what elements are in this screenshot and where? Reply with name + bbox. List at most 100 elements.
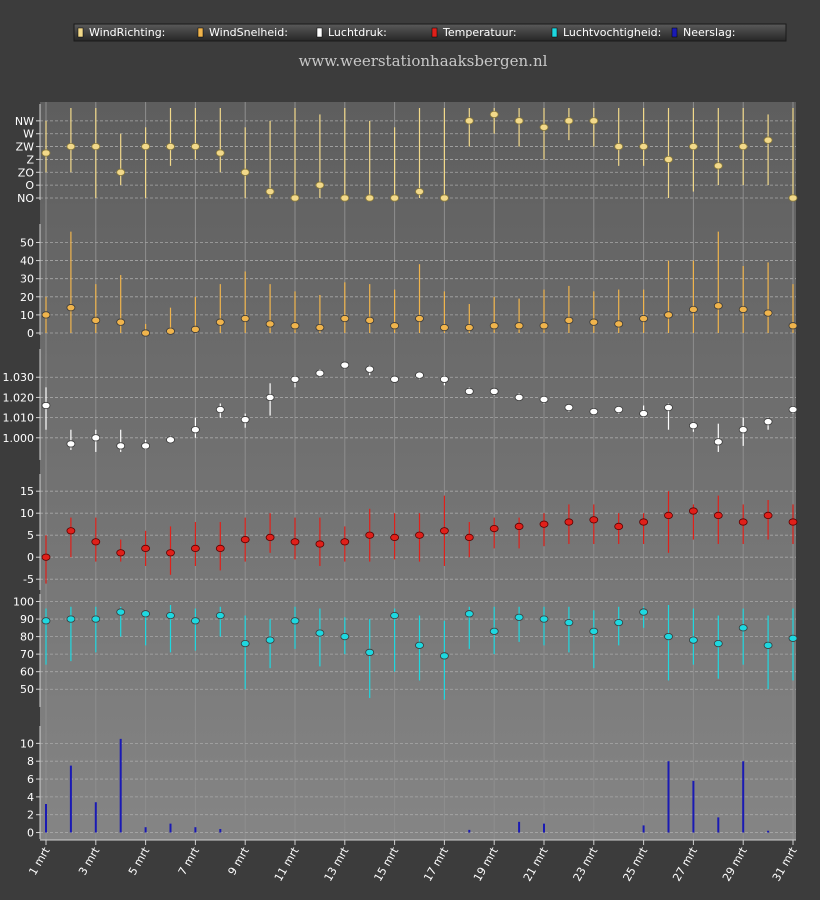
- temperatuur-point: [489, 524, 499, 533]
- luchtvochtigheid-point: [340, 632, 350, 641]
- luchtvochtigheid-point: [91, 615, 101, 623]
- windsnelheid-point: [464, 323, 474, 332]
- windsnelheid-point: [788, 322, 798, 330]
- plot-area: [40, 102, 796, 840]
- temperatuur-point: [763, 511, 773, 520]
- y-tick-label: 100: [13, 596, 34, 609]
- temperatuur-point: [614, 522, 624, 531]
- y-tick-label: 0: [27, 827, 34, 840]
- luchtvochtigheid-point: [290, 617, 300, 625]
- temperatuur-point: [265, 533, 275, 542]
- windsnelheid-point: [763, 309, 773, 317]
- y-tick-label: O: [25, 179, 34, 192]
- luchtvochtigheid-point: [365, 648, 375, 656]
- windsnelheid-point: [390, 322, 400, 330]
- luchtdruk-point: [689, 422, 698, 430]
- y-tick-label: 6: [27, 773, 34, 786]
- windsnelheid-point: [489, 322, 499, 330]
- windsnelheid-point: [215, 318, 225, 326]
- luchtdruk-point: [166, 436, 175, 444]
- luchtdruk-point: [66, 440, 76, 448]
- temperatuur-point: [190, 544, 200, 553]
- luchtvochtigheid-point: [116, 608, 126, 616]
- temperatuur-point: [564, 518, 574, 526]
- windrichting-point: [166, 142, 175, 151]
- luchtvochtigheid-point: [564, 618, 574, 627]
- temperatuur-point: [589, 516, 599, 524]
- y-tick-label: 8: [27, 755, 34, 768]
- legend-label: WindRichting:: [89, 26, 165, 39]
- luchtdruk-point: [539, 395, 549, 404]
- y-tick-label: 2: [27, 809, 34, 822]
- windrichting-point: [713, 162, 723, 170]
- y-tick-label: NO: [17, 192, 34, 205]
- luchtdruk-point: [190, 426, 200, 434]
- windrichting-point: [340, 194, 350, 202]
- windrichting-point: [763, 136, 773, 144]
- y-tick-label: 50: [20, 236, 34, 249]
- windrichting-point: [215, 149, 225, 157]
- temperatuur-point: [514, 522, 524, 531]
- luchtvochtigheid-point: [539, 615, 549, 623]
- windrichting-point: [190, 142, 200, 151]
- windrichting-point: [589, 117, 599, 125]
- luchtvochtigheid-point: [66, 615, 76, 623]
- windrichting-point: [91, 142, 101, 151]
- luchtdruk-point: [265, 393, 275, 402]
- windsnelheid-point: [664, 311, 673, 319]
- temperatuur-point: [116, 549, 126, 557]
- windsnelheid-point: [340, 314, 350, 323]
- temperatuur-point: [539, 520, 549, 528]
- windrichting-point: [788, 194, 798, 202]
- luchtdruk-point: [141, 442, 151, 450]
- y-tick-label: ZW: [16, 141, 35, 154]
- luchtdruk-point: [514, 393, 524, 402]
- y-tick-label: 80: [20, 631, 34, 644]
- y-tick-label: 0: [27, 327, 34, 340]
- windrichting-point: [240, 168, 250, 176]
- y-tick-label: Z: [26, 153, 34, 166]
- luchtdruk-point: [564, 403, 574, 412]
- y-tick-label: 50: [20, 683, 34, 696]
- luchtvochtigheid-point: [166, 611, 175, 620]
- luchtdruk-point: [390, 375, 400, 383]
- luchtdruk-point: [489, 387, 499, 395]
- luchtdruk-point: [614, 405, 624, 414]
- luchtdruk-point: [415, 371, 424, 379]
- windrichting-point: [689, 142, 698, 151]
- windrichting-point: [290, 194, 300, 202]
- windsnelheid-point: [66, 304, 76, 312]
- windrichting-point: [141, 142, 151, 151]
- y-tick-label: 4: [27, 791, 34, 804]
- windsnelheid-point: [91, 316, 101, 324]
- legend-label: Luchtdruk:: [328, 26, 387, 39]
- luchtvochtigheid-point: [190, 617, 200, 625]
- luchtvochtigheid-point: [614, 618, 624, 627]
- windsnelheid-point: [41, 311, 51, 319]
- y-tick-label: 30: [20, 273, 34, 286]
- windrichting-point: [415, 187, 424, 196]
- luchtdruk-point: [340, 361, 350, 369]
- windsnelheid-point: [713, 302, 723, 310]
- legend-label: WindSnelheid:: [209, 26, 288, 39]
- luchtvochtigheid-point: [141, 610, 151, 618]
- luchtvochtigheid-point: [489, 627, 499, 635]
- luchtvochtigheid-point: [464, 610, 474, 618]
- windrichting-point: [265, 187, 275, 196]
- windsnelheid-point: [190, 325, 200, 333]
- legend-swatch: [671, 27, 678, 38]
- windsnelheid-point: [614, 320, 624, 328]
- legend-items: WindRichting: WindSnelheid: Luchtdruk: Temp…: [77, 26, 736, 39]
- temperatuur-point: [240, 535, 250, 544]
- windrichting-point: [539, 123, 549, 131]
- luchtdruk-point: [464, 387, 474, 395]
- temperatuur-point: [639, 518, 648, 526]
- legend-label: Temperatuur:: [442, 26, 517, 39]
- y-tick-label: -5: [23, 573, 34, 586]
- y-tick-label: 10: [20, 309, 34, 322]
- y-tick-label: 60: [20, 666, 34, 679]
- temperatuur-point: [66, 527, 76, 535]
- temperatuur-point: [340, 538, 350, 546]
- y-tick-label: 15: [20, 485, 34, 498]
